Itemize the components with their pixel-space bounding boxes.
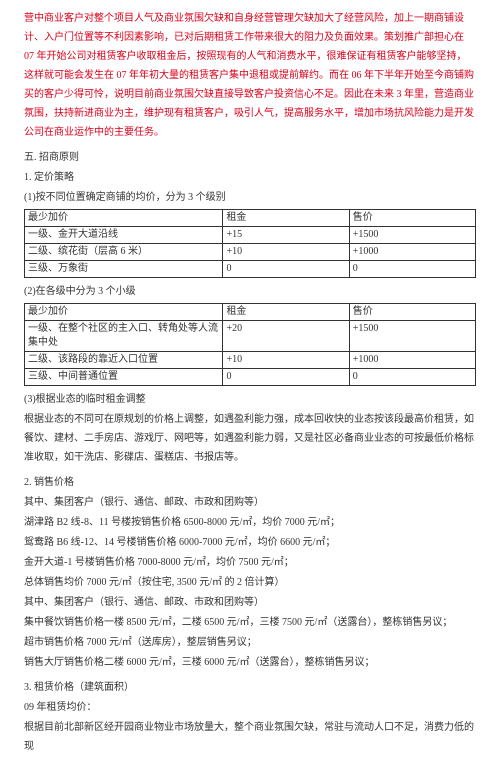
point-3-title: (3)根据业态的临时租金调整 [24,390,476,409]
t1-r1c2: +15 [223,227,349,244]
t1-r3c1: 三级、万象街 [25,261,223,278]
t1-r3c2: 0 [223,261,349,278]
sale-price-title: 2. 销售价格 [24,473,476,492]
t1-header-3: 售价 [349,210,475,227]
sale-line-9: 销售大厅销售价格二楼 6000 元/㎡，三楼 6000 元/㎡（送露台），整栋销… [24,653,476,672]
t2-r1c2: +20 [223,321,349,352]
t2-r2c2: +10 [223,352,349,369]
t2-header-2: 租金 [223,304,349,321]
sale-line-3: 鸳鸯路 B6 线-12、14 号楼销售价格 6000-7000 元/㎡，均价 6… [24,533,476,552]
sale-line-1: 其中、集团客户（银行、通信、邮政、市政和团购等） [24,493,476,512]
t1-header-2: 租金 [223,210,349,227]
t2-r3c2: 0 [223,369,349,386]
t1-r3c3: 0 [349,261,475,278]
t2-r3c3: 0 [349,369,475,386]
sale-line-2: 湖津路 B2 线-8、11 号楼按销售价格 6500-8000 元/㎡，均价 7… [24,513,476,532]
table1-caption: (1)按不同位置确定商铺的均价，分为 3 个级别 [24,188,476,207]
sale-line-4: 金开大道-1 号楼销售价格 7000-8000 元/㎡，均价 7500 元/㎡； [24,553,476,572]
t1-r1c3: +1500 [349,227,475,244]
t2-r3c1: 三级、中间普通位置 [25,369,223,386]
table2-caption: (2)在各级中分为 3 个小级 [24,282,476,301]
price-level-table-1: 最少加价 租金 售价 一级、金开大道沿线 +15 +1500 二级、缤花街（层高… [24,209,476,278]
t1-r2c3: +1000 [349,244,475,261]
t1-header-1: 最少加价 [25,210,223,227]
pricing-strategy-title: 1. 定价策略 [24,168,476,187]
price-level-table-2: 最少加价 租金 售价 一级、在整个社区的主入口、转角处等人流集中处 +20 +1… [24,303,476,386]
t2-header-3: 售价 [349,304,475,321]
rent-line-1: 09 年租赁均价： [24,698,476,717]
rent-price-title: 3. 租赁价格（建筑面积） [24,678,476,697]
rent-line-2: 根据目前北部新区经开园商业物业市场放量大，整个商业氛围欠缺，常驻与流动人口不足，… [24,718,476,756]
t1-r1c1: 一级、金开大道沿线 [25,227,223,244]
t2-r2c1: 二级、该路段的靠近入口位置 [25,352,223,369]
t2-r1c1: 一级、在整个社区的主入口、转角处等人流集中处 [25,321,223,352]
section-5-title: 五. 招商原则 [24,148,476,167]
t2-header-1: 最少加价 [25,304,223,321]
t2-r1c3: +1500 [349,321,475,352]
t1-r2c1: 二级、缤花街（层高 6 米） [25,244,223,261]
intro-red-paragraph: 营中商业客户对整个项目人气及商业氛围欠缺和自身经营管理欠缺加大了经营风险，加上一… [24,9,476,142]
sale-line-8: 超市销售价格 7000 元/㎡（送库房），整层销售另议； [24,633,476,652]
t2-r2c3: +1000 [349,352,475,369]
t1-r2c2: +10 [223,244,349,261]
point-3-body: 根据业态的不同可在原规划的价格上调整，如遇盈利能力强，成本回收快的业态按该段最高… [24,410,476,467]
sale-line-5: 总体销售均价 7000 元/㎡（按住宅, 3500 元/㎡ 的 2 倍计算） [24,573,476,592]
sale-line-7: 集中餐饮销售价格一楼 8500 元/㎡，二楼 6500 元/㎡，三楼 7500 … [24,613,476,632]
sale-line-6: 其中、集团客户（银行、通信、邮政、市政和团购等） [24,593,476,612]
